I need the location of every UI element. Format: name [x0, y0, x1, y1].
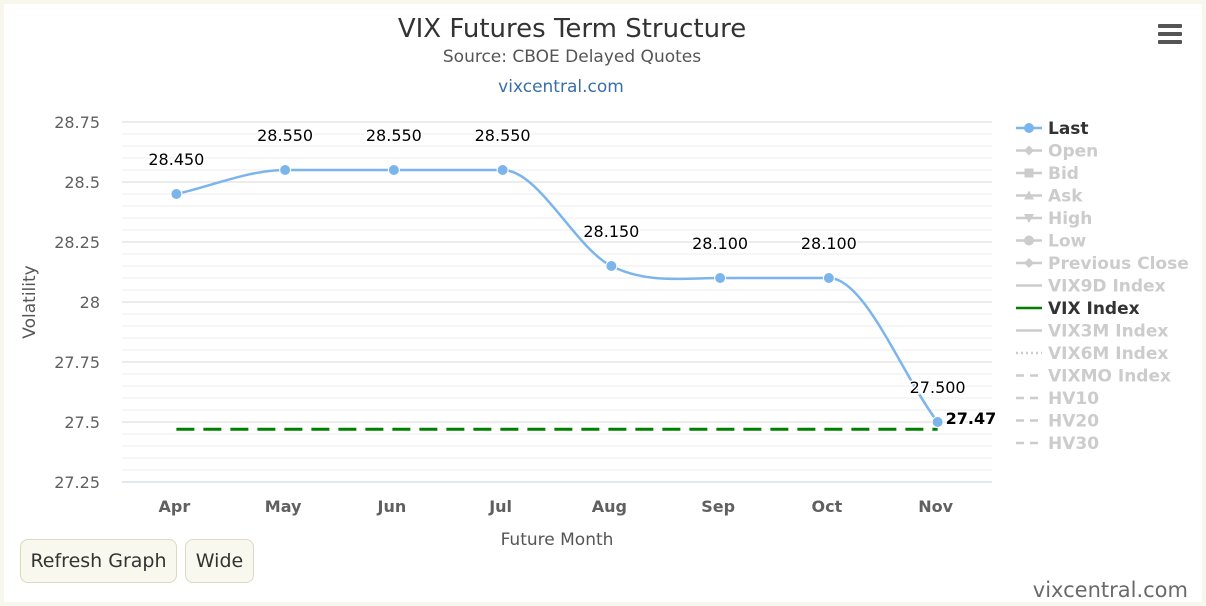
last-data-label: 28.550 — [257, 126, 313, 145]
legend-label: Open — [1048, 142, 1098, 162]
legend-item[interactable]: HV10 — [1016, 389, 1099, 409]
x-tick-label: Sep — [701, 497, 735, 516]
legend-label: VIX Index — [1048, 299, 1140, 319]
last-data-label: 28.550 — [366, 126, 422, 145]
x-tick-label: Oct — [812, 497, 843, 516]
chart-frame — [4, 4, 1202, 602]
last-data-label: 28.100 — [692, 234, 748, 253]
legend-item[interactable]: VIX6M Index — [1016, 344, 1168, 364]
legend-label: VIXMO Index — [1048, 367, 1171, 387]
x-tick-label: May — [265, 497, 302, 516]
legend-marker-circle — [1024, 235, 1034, 246]
footer-brand: vixcentral.com — [1032, 578, 1188, 602]
legend-item[interactable]: VIX3M Index — [1016, 322, 1168, 342]
hamburger-menu-icon[interactable] — [1156, 22, 1184, 46]
legend-label: HV10 — [1048, 389, 1099, 409]
x-axis: Apr May Jun Jul Aug Sep Oct Nov — [122, 481, 992, 516]
legend-marker-circle — [1024, 123, 1034, 133]
legend-item[interactable]: High — [1016, 209, 1092, 229]
y-tick-label: 27.75 — [54, 353, 100, 372]
legend-item[interactable]: VIX Index — [1016, 299, 1140, 319]
legend-marker-triangle — [1024, 190, 1034, 200]
legend-item[interactable]: VIXMO Index — [1016, 367, 1171, 387]
y-tick-label: 28.25 — [54, 233, 100, 252]
y-axis: 28.75 28.5 28.25 28 27.75 27.5 27.25 — [54, 113, 100, 492]
legend-label: VIX6M Index — [1048, 344, 1168, 364]
legend-label: Low — [1048, 232, 1087, 252]
legend-label: Last — [1048, 119, 1089, 139]
last-point[interactable] — [387, 164, 400, 176]
last-data-label: 27.500 — [910, 378, 966, 397]
last-data-label: 28.100 — [801, 234, 857, 253]
legend-label: Bid — [1048, 164, 1079, 184]
y-tick-label: 27.5 — [64, 413, 100, 432]
last-point[interactable] — [714, 272, 727, 284]
y-tick-label: 28.75 — [54, 113, 100, 132]
x-tick-label: Aug — [592, 497, 627, 516]
legend-label: VIX9D Index — [1048, 277, 1166, 297]
last-point[interactable] — [170, 188, 183, 200]
y-tick-label: 28 — [80, 293, 100, 312]
last-series-line — [176, 168, 939, 423]
x-tick-label: Nov — [918, 497, 953, 516]
legend-label: High — [1048, 209, 1092, 229]
legend-label: HV20 — [1048, 412, 1099, 432]
legend-marker-diamond — [1024, 145, 1034, 156]
legend-item[interactable]: Low — [1016, 232, 1087, 252]
grid — [122, 121, 992, 483]
legend-item[interactable]: Bid — [1016, 164, 1079, 184]
wide-button[interactable]: Wide — [185, 539, 254, 583]
chart-credit-link[interactable]: vixcentral.com — [498, 77, 624, 97]
legend-marker-diamond — [1024, 258, 1034, 268]
legend-item[interactable]: Ask — [1016, 187, 1083, 207]
x-tick-label: Jul — [488, 497, 512, 516]
legend-item[interactable]: Last — [1016, 119, 1089, 139]
legend-item[interactable]: HV20 — [1016, 412, 1099, 432]
legend-item[interactable]: HV30 — [1016, 434, 1099, 454]
y-tick-label: 28.5 — [64, 173, 100, 192]
vix-index-label: 27.47 — [946, 409, 997, 428]
chart-subtitle: Source: CBOE Delayed Quotes — [443, 47, 701, 67]
x-axis-title: Future Month — [501, 530, 614, 550]
y-axis-title: Volatility — [20, 265, 40, 338]
legend-label: VIX3M Index — [1048, 322, 1168, 342]
legend-label: HV30 — [1048, 434, 1099, 454]
legend-item[interactable]: VIX9D Index — [1016, 277, 1166, 297]
last-point[interactable] — [822, 272, 835, 284]
legend-marker-square — [1024, 168, 1034, 178]
chart-title: VIX Futures Term Structure — [398, 14, 746, 44]
legend-label: Previous Close — [1048, 254, 1189, 274]
x-tick-label: Jun — [377, 497, 407, 516]
series: 27.47 28.450 28.550 28.550 28.550 28.150 28.10… — [147, 125, 998, 431]
last-data-label: 28.150 — [583, 222, 639, 241]
last-point[interactable] — [931, 416, 944, 428]
legend-item[interactable]: Open — [1016, 142, 1098, 162]
legend-item[interactable]: Previous Close — [1016, 254, 1189, 274]
last-point[interactable] — [279, 164, 292, 176]
y-tick-label: 27.25 — [54, 473, 100, 492]
x-tick-label: Apr — [159, 497, 191, 516]
last-point[interactable] — [496, 164, 509, 176]
last-point[interactable] — [605, 260, 618, 272]
legend-label: Ask — [1048, 187, 1083, 207]
legend-marker-triangle-down — [1024, 214, 1034, 223]
last-data-label: 28.450 — [148, 150, 204, 169]
refresh-graph-button[interactable]: Refresh Graph — [20, 539, 177, 583]
last-data-label: 28.550 — [475, 126, 531, 145]
